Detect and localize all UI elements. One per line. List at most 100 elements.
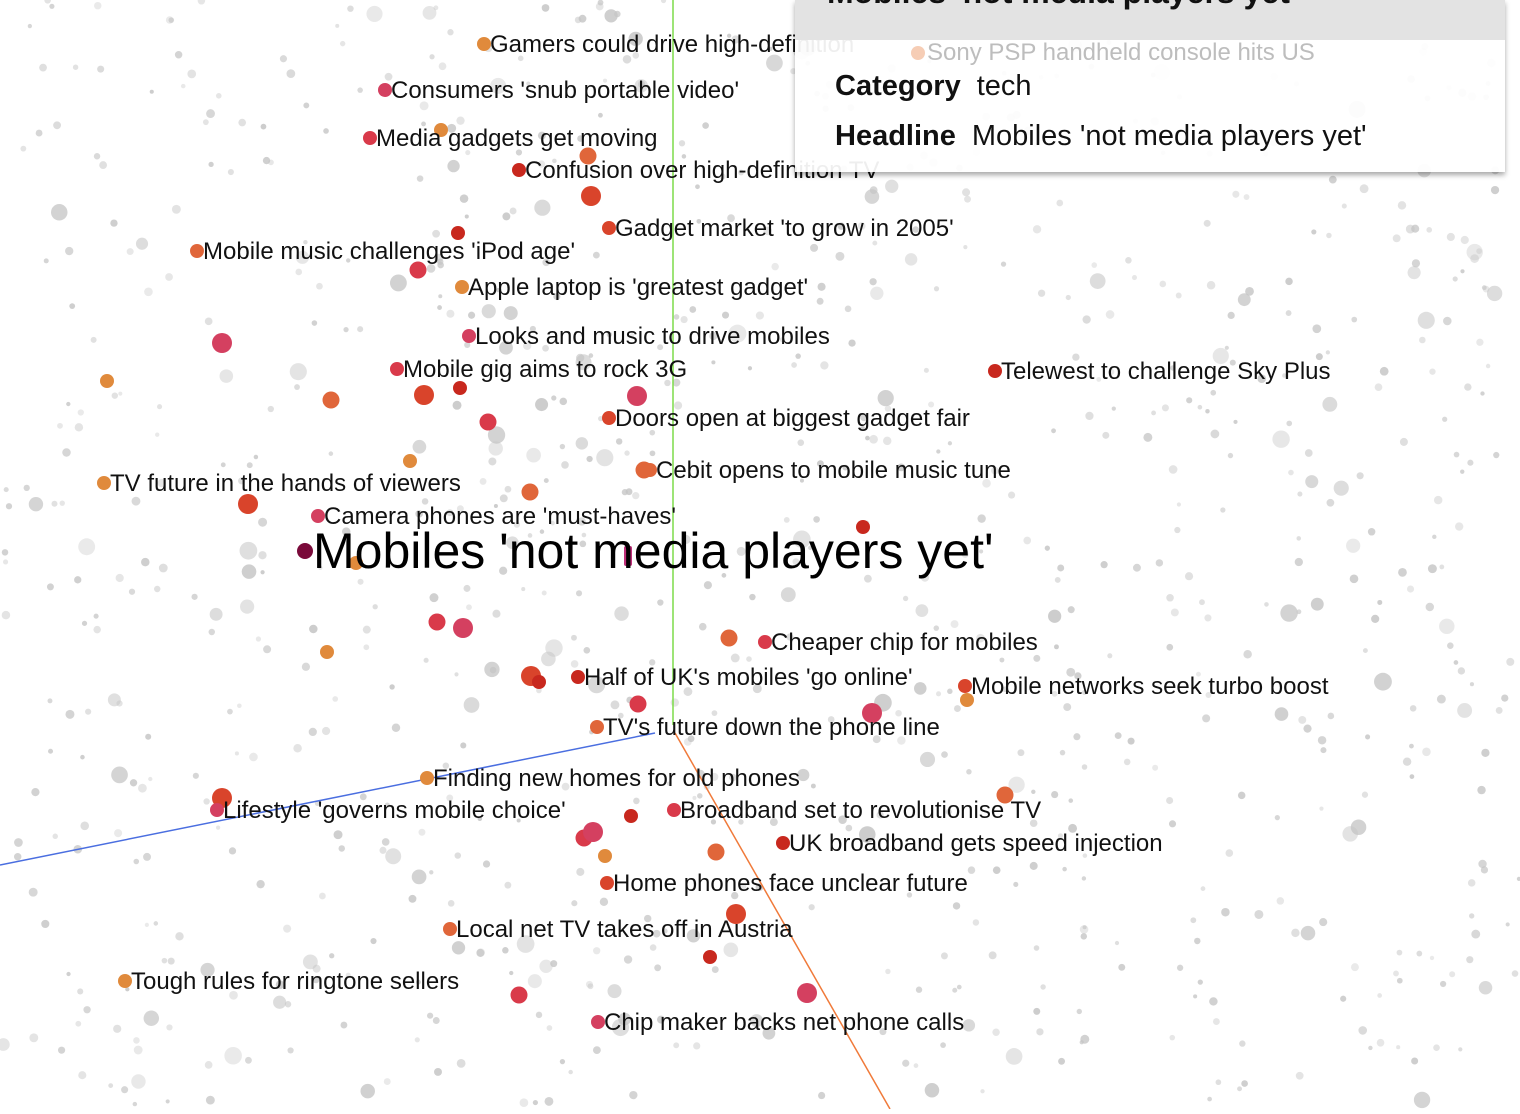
background-point[interactable]	[72, 64, 79, 70]
background-point[interactable]	[527, 974, 542, 989]
background-point[interactable]	[227, 168, 234, 176]
background-point[interactable]	[550, 520, 555, 526]
point-label[interactable]: Tough rules for ringtone sellers	[131, 968, 460, 995]
background-point[interactable]	[167, 957, 175, 965]
background-point[interactable]	[258, 517, 268, 527]
background-point[interactable]	[872, 735, 881, 744]
background-point[interactable]	[267, 405, 274, 413]
background-point[interactable]	[1285, 277, 1293, 286]
background-point[interactable]	[860, 425, 865, 431]
background-point[interactable]	[657, 344, 664, 351]
background-point[interactable]	[1467, 879, 1476, 887]
background-point[interactable]	[97, 65, 105, 73]
background-point[interactable]	[437, 305, 442, 310]
tech-point[interactable]	[862, 703, 882, 723]
background-point[interactable]	[303, 239, 308, 245]
background-point[interactable]	[1057, 833, 1064, 839]
background-point[interactable]	[711, 710, 718, 717]
background-point[interactable]	[429, 870, 434, 875]
background-point[interactable]	[698, 622, 707, 631]
background-point[interactable]	[426, 264, 436, 273]
background-point[interactable]	[596, 449, 614, 467]
labeled-point[interactable]	[462, 329, 476, 343]
background-point[interactable]	[913, 1063, 919, 1068]
background-point[interactable]	[411, 869, 427, 885]
background-point[interactable]	[1374, 672, 1392, 691]
background-point[interactable]	[438, 294, 443, 299]
background-point[interactable]	[13, 852, 22, 861]
background-point[interactable]	[1446, 232, 1455, 242]
background-point[interactable]	[1466, 956, 1474, 964]
background-point[interactable]	[1081, 689, 1087, 696]
background-point[interactable]	[1297, 491, 1303, 497]
background-point[interactable]	[1460, 469, 1465, 474]
background-point[interactable]	[1506, 657, 1515, 666]
labeled-point[interactable]	[758, 635, 772, 649]
background-point[interactable]	[526, 447, 541, 463]
background-point[interactable]	[1411, 224, 1420, 233]
background-point[interactable]	[447, 159, 460, 173]
background-point[interactable]	[166, 1024, 173, 1031]
background-point[interactable]	[945, 808, 952, 815]
background-point[interactable]	[1033, 654, 1041, 662]
background-point[interactable]	[683, 687, 693, 696]
background-point[interactable]	[1516, 876, 1520, 882]
background-point[interactable]	[357, 578, 364, 585]
background-point[interactable]	[1377, 993, 1382, 998]
point-label[interactable]: Home phones face unclear future	[613, 870, 968, 897]
background-point[interactable]	[808, 545, 813, 551]
background-point[interactable]	[897, 463, 906, 472]
background-point[interactable]	[559, 397, 568, 406]
background-point[interactable]	[595, 2, 604, 11]
background-point[interactable]	[692, 795, 697, 800]
background-point[interactable]	[1210, 389, 1217, 396]
background-point[interactable]	[723, 942, 739, 958]
background-point[interactable]	[1082, 853, 1088, 858]
background-point[interactable]	[481, 304, 496, 319]
background-point[interactable]	[703, 581, 712, 590]
background-point[interactable]	[20, 145, 27, 152]
background-point[interactable]	[536, 687, 542, 694]
background-point[interactable]	[1432, 534, 1437, 540]
labeled-point[interactable]	[477, 37, 491, 51]
background-point[interactable]	[133, 858, 140, 865]
background-point[interactable]	[1107, 653, 1113, 659]
background-point[interactable]	[312, 976, 320, 984]
background-point[interactable]	[335, 23, 340, 28]
background-point[interactable]	[412, 439, 427, 454]
background-point[interactable]	[463, 697, 480, 713]
background-point[interactable]	[1159, 280, 1167, 288]
background-point[interactable]	[1151, 410, 1156, 416]
background-point[interactable]	[208, 161, 214, 167]
background-point[interactable]	[947, 441, 953, 446]
tech-point[interactable]	[579, 147, 597, 165]
background-point[interactable]	[956, 984, 962, 990]
background-point[interactable]	[258, 551, 267, 560]
background-point[interactable]	[1402, 757, 1412, 766]
background-point[interactable]	[1280, 604, 1298, 622]
background-point[interactable]	[1433, 1044, 1440, 1052]
background-point[interactable]	[1013, 881, 1019, 887]
background-point[interactable]	[463, 584, 471, 592]
background-point[interactable]	[5, 503, 13, 510]
background-point[interactable]	[940, 1042, 946, 1049]
background-point[interactable]	[1031, 789, 1036, 794]
background-point[interactable]	[1, 549, 9, 556]
background-point[interactable]	[577, 517, 586, 526]
background-point[interactable]	[1478, 980, 1493, 995]
background-point[interactable]	[610, 700, 620, 710]
background-point[interactable]	[65, 246, 74, 256]
background-point[interactable]	[432, 229, 441, 238]
background-point[interactable]	[83, 1006, 91, 1014]
background-point[interactable]	[1481, 285, 1487, 291]
background-point[interactable]	[561, 461, 569, 469]
background-point[interactable]	[1225, 849, 1234, 857]
point-label[interactable]: Gadget market 'to grow in 2005'	[615, 215, 954, 242]
background-point[interactable]	[460, 742, 467, 749]
background-point[interactable]	[154, 585, 161, 593]
background-point[interactable]	[630, 333, 635, 338]
background-point[interactable]	[1433, 495, 1443, 505]
background-point[interactable]	[1341, 203, 1347, 209]
background-point[interactable]	[730, 653, 740, 663]
background-point[interactable]	[902, 595, 909, 602]
